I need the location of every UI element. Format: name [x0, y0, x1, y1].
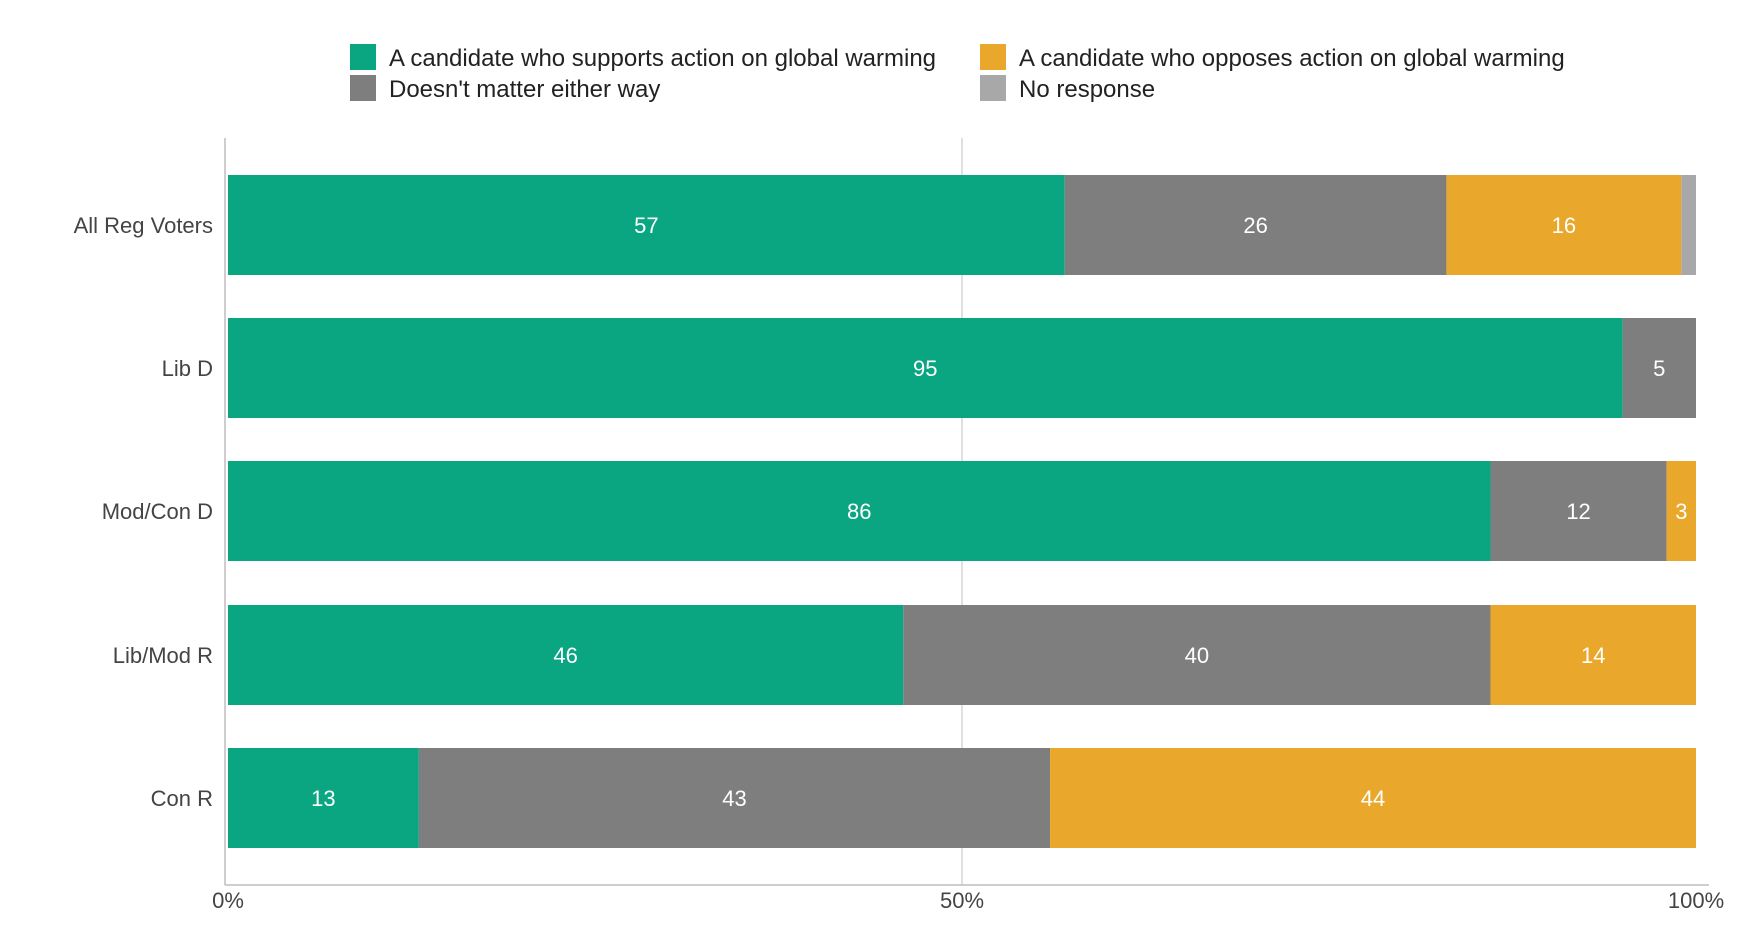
- bar-segment: [1064, 175, 1447, 275]
- category-label: Lib D: [162, 356, 213, 381]
- legend-label: No response: [1019, 76, 1155, 103]
- legend-swatch: [350, 75, 376, 101]
- legend-label: A candidate who supports action on globa…: [389, 45, 936, 72]
- bar-segment: [1490, 461, 1667, 561]
- axis-layer: 0% 50% 100%: [212, 138, 1724, 913]
- data-label: 16: [1552, 213, 1576, 238]
- data-label: 95: [913, 356, 937, 381]
- data-label: 40: [1185, 643, 1209, 668]
- bar-segment: [1446, 175, 1682, 275]
- data-label: 44: [1361, 786, 1385, 811]
- legend: A candidate who supports action on globa…: [350, 44, 1565, 103]
- bar-segment: [228, 461, 1491, 561]
- bar-segment: [903, 605, 1491, 705]
- legend-label: Doesn't matter either way: [389, 76, 660, 103]
- bar-segment: [1681, 175, 1696, 275]
- data-label: 14: [1581, 643, 1605, 668]
- category-label: Con R: [151, 786, 213, 811]
- bar-segment: [1666, 461, 1696, 561]
- bars-layer: [228, 175, 1696, 848]
- legend-swatch: [980, 75, 1006, 101]
- legend-swatch: [350, 44, 376, 70]
- data-label: 5: [1653, 356, 1665, 381]
- data-label: 13: [311, 786, 335, 811]
- data-label: 26: [1243, 213, 1267, 238]
- category-label: Lib/Mod R: [113, 643, 213, 668]
- category-label: Mod/Con D: [102, 499, 213, 524]
- legend-label: A candidate who opposes action on global…: [1019, 45, 1565, 72]
- bar-segment: [228, 318, 1623, 418]
- legend-swatch: [980, 44, 1006, 70]
- bar-segment: [1050, 748, 1696, 848]
- x-tick-label: 0%: [212, 888, 244, 913]
- data-label: 46: [553, 643, 577, 668]
- data-label: 57: [634, 213, 658, 238]
- x-tick-label: 50%: [940, 888, 984, 913]
- data-label: 12: [1566, 499, 1590, 524]
- labels-layer: 57 26 16 All Reg Voters 95 5 Lib D 86 12 3 Mod/Con…: [74, 213, 1688, 811]
- bar-segment: [228, 605, 904, 705]
- bar-segment: [228, 748, 419, 848]
- bar-segment: [1490, 605, 1696, 705]
- category-label: All Reg Voters: [74, 213, 213, 238]
- data-label: 3: [1675, 499, 1687, 524]
- data-label: 86: [847, 499, 871, 524]
- bar-segment: [228, 175, 1065, 275]
- bar-segment: [1622, 318, 1696, 418]
- data-label: 43: [722, 786, 746, 811]
- x-tick-label: 100%: [1668, 888, 1724, 913]
- bar-segment: [418, 748, 1051, 848]
